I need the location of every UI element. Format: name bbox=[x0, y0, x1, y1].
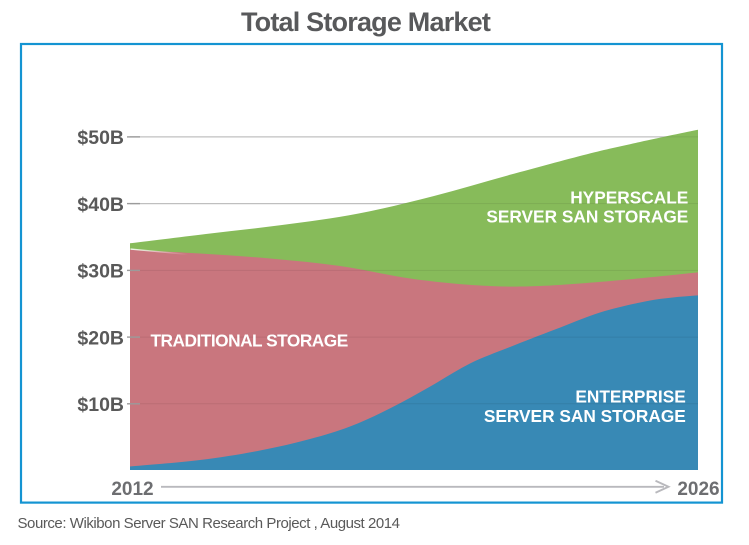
svg-text:SERVER SAN STORAGE: SERVER SAN STORAGE bbox=[486, 206, 688, 226]
svg-text:$20B: $20B bbox=[77, 327, 124, 349]
svg-text:$30B: $30B bbox=[77, 261, 124, 283]
svg-text:2026: 2026 bbox=[677, 479, 719, 500]
svg-text:HYPERSCALE: HYPERSCALE bbox=[570, 187, 688, 207]
svg-text:$10B: $10B bbox=[77, 394, 124, 416]
svg-text:Source: Wikibon Server SAN Res: Source: Wikibon Server SAN Research Proj… bbox=[18, 515, 400, 532]
svg-text:SERVER SAN STORAGE: SERVER SAN STORAGE bbox=[484, 406, 686, 426]
svg-text:TRADITIONAL STORAGE: TRADITIONAL STORAGE bbox=[151, 330, 348, 350]
svg-text:Total Storage Market: Total Storage Market bbox=[241, 7, 491, 37]
svg-text:2012: 2012 bbox=[111, 479, 153, 500]
svg-text:$50B: $50B bbox=[77, 127, 124, 149]
svg-text:$40B: $40B bbox=[77, 194, 124, 216]
svg-text:ENTERPRISE: ENTERPRISE bbox=[575, 387, 685, 407]
